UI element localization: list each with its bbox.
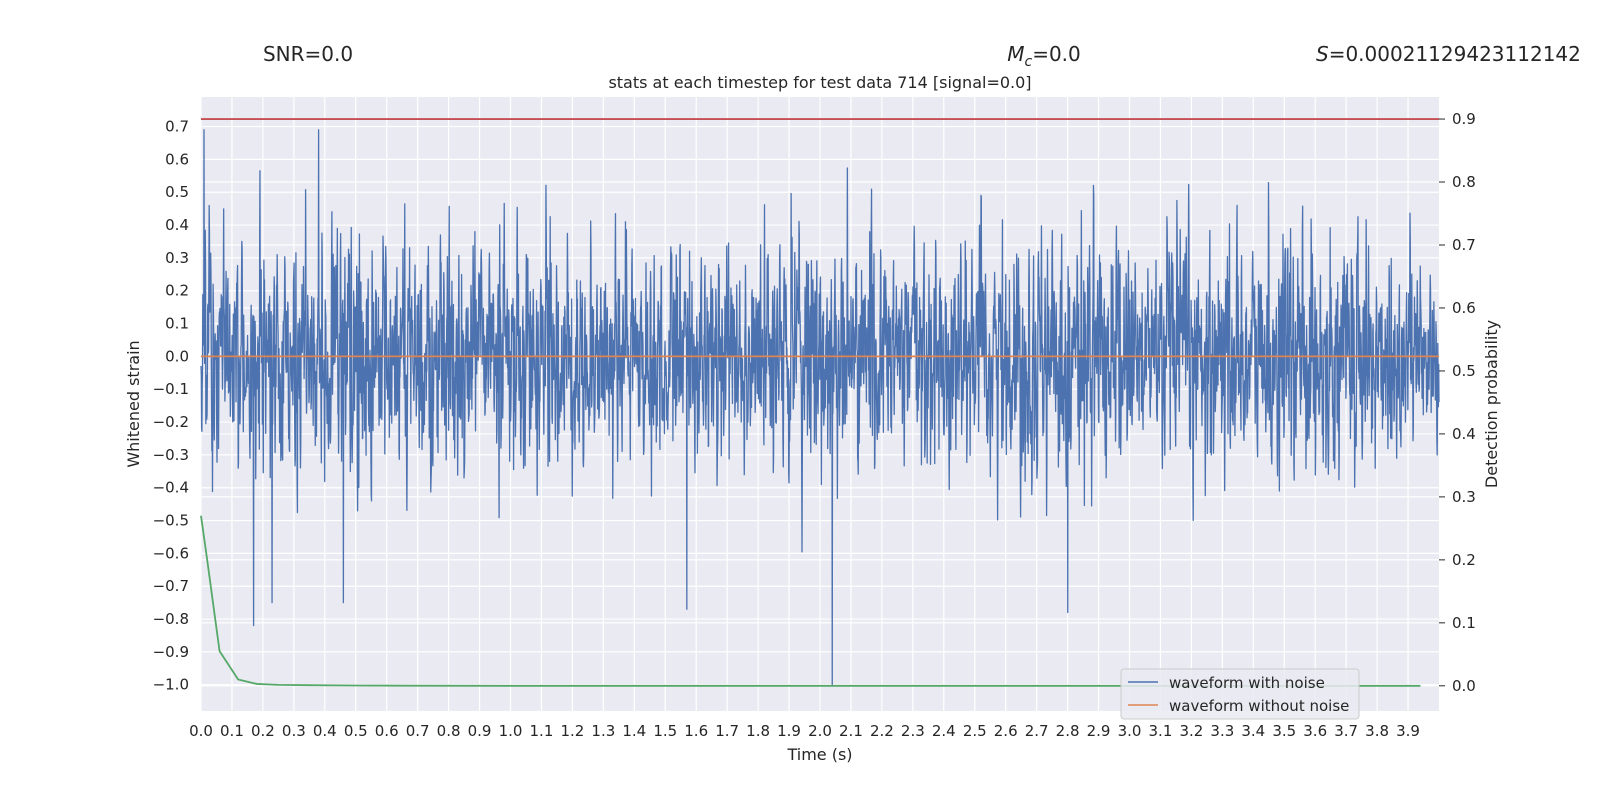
- header-s-symbol: S: [1316, 42, 1329, 66]
- yl-tick-11: −0.4: [153, 479, 189, 497]
- x-axis-label: Time (s): [786, 745, 852, 764]
- x-tick-39: 3.9: [1396, 722, 1420, 740]
- x-tick-21: 2.1: [839, 722, 863, 740]
- yl-tick-17: −1.0: [153, 676, 189, 694]
- yr-tick-4: 0.5: [1452, 362, 1476, 380]
- yl-tick-2: 0.5: [165, 183, 189, 201]
- x-tick-23: 2.3: [901, 722, 925, 740]
- yl-tick-3: 0.4: [165, 216, 189, 234]
- x-tick-5: 0.5: [344, 722, 368, 740]
- yr-tick-9: 0.0: [1452, 677, 1476, 695]
- probability-line: [200, 515, 1421, 687]
- yr-tick-2: 0.7: [1452, 236, 1476, 254]
- x-tick-35: 3.5: [1272, 722, 1296, 740]
- chart-title: stats at each timestep for test data 714…: [608, 73, 1031, 92]
- yr-tick-5: 0.4: [1452, 425, 1476, 443]
- x-tick-10: 1.0: [499, 722, 523, 740]
- header-mc-symbol: M: [1007, 42, 1024, 66]
- x-tick-26: 2.6: [994, 722, 1018, 740]
- legend: waveform with noise waveform without noi…: [1120, 668, 1360, 720]
- x-tick-20: 2.0: [808, 722, 832, 740]
- yr-tick-7: 0.2: [1452, 551, 1476, 569]
- yr-tick-0: 0.9: [1452, 110, 1476, 128]
- x-tick-11: 1.1: [530, 722, 554, 740]
- x-axis-ticks: 0.0 0.1 0.2 0.3 0.4 0.5 0.6 0.7 0.8 0.9 1.0 1.1 1.2 1…: [189, 722, 1420, 740]
- x-tick-37: 3.7: [1334, 722, 1358, 740]
- yl-tick-8: −0.1: [153, 380, 189, 398]
- y-left-axis-ticks: 0.7 0.6 0.5 0.4 0.3 0.2 0.1 0.0 −0.1 −0.2 −0.3 −0.4…: [153, 118, 189, 694]
- y-left-axis-label: Whitened strain: [124, 340, 143, 467]
- x-tick-30: 3.0: [1118, 722, 1142, 740]
- x-tick-18: 1.8: [746, 722, 770, 740]
- yr-tick-3: 0.6: [1452, 299, 1476, 317]
- x-tick-12: 1.2: [560, 722, 584, 740]
- x-tick-6: 0.6: [375, 722, 399, 740]
- x-tick-24: 2.4: [932, 722, 956, 740]
- x-tick-31: 3.1: [1149, 722, 1173, 740]
- x-tick-15: 1.5: [653, 722, 677, 740]
- x-tick-8: 0.8: [437, 722, 461, 740]
- yl-tick-15: −0.8: [153, 610, 189, 628]
- x-tick-7: 0.7: [406, 722, 430, 740]
- header-snr: SNR=0.0: [263, 42, 353, 66]
- x-tick-36: 3.6: [1303, 722, 1327, 740]
- yl-tick-0: 0.7: [165, 118, 189, 136]
- x-tick-0: 0.0: [189, 722, 213, 740]
- x-tick-4: 0.4: [313, 722, 337, 740]
- x-tick-17: 1.7: [715, 722, 739, 740]
- legend-box: [1120, 668, 1360, 720]
- series-detection-probability: [200, 515, 1421, 687]
- x-tick-34: 3.4: [1241, 722, 1265, 740]
- yl-tick-10: −0.3: [153, 446, 189, 464]
- x-tick-3: 0.3: [282, 722, 306, 740]
- x-tick-25: 2.5: [963, 722, 987, 740]
- yl-tick-14: −0.7: [153, 577, 189, 595]
- header-mc: Mc=0.0: [1007, 42, 1081, 70]
- yl-tick-1: 0.6: [165, 150, 189, 168]
- x-tick-38: 3.8: [1365, 722, 1389, 740]
- yl-tick-6: 0.1: [165, 315, 189, 333]
- header-s-value: =0.00021129423112142: [1329, 42, 1581, 66]
- noise-line: [200, 129, 1440, 686]
- header-s: S=0.00021129423112142: [1316, 42, 1581, 66]
- x-tick-27: 2.7: [1025, 722, 1049, 740]
- x-tick-9: 0.9: [468, 722, 492, 740]
- x-tick-22: 2.2: [870, 722, 894, 740]
- yl-tick-7: 0.0: [165, 347, 189, 365]
- legend-label-clean: waveform without noise: [1169, 697, 1349, 715]
- yl-tick-16: −0.9: [153, 643, 189, 661]
- y-right-axis-ticks: 0.9 0.8 0.7 0.6 0.5 0.4 0.3 0.2 0.1 0.0: [1439, 110, 1476, 695]
- x-tick-32: 3.2: [1179, 722, 1203, 740]
- legend-label-noise: waveform with noise: [1169, 674, 1325, 692]
- x-tick-19: 1.9: [777, 722, 801, 740]
- yl-tick-9: −0.2: [153, 413, 189, 431]
- yl-tick-13: −0.6: [153, 544, 189, 562]
- yl-tick-5: 0.2: [165, 282, 189, 300]
- yr-tick-8: 0.1: [1452, 614, 1476, 632]
- x-tick-1: 0.1: [220, 722, 244, 740]
- grid-lines: [200, 97, 1439, 711]
- header-mc-value: =0.0: [1032, 42, 1081, 66]
- yl-tick-4: 0.3: [165, 249, 189, 267]
- x-tick-13: 1.3: [591, 722, 615, 740]
- x-tick-2: 0.2: [251, 722, 275, 740]
- yr-tick-1: 0.8: [1452, 173, 1476, 191]
- yr-tick-6: 0.3: [1452, 488, 1476, 506]
- x-tick-28: 2.8: [1056, 722, 1080, 740]
- x-tick-29: 2.9: [1087, 722, 1111, 740]
- x-tick-14: 1.4: [622, 722, 646, 740]
- x-tick-16: 1.6: [684, 722, 708, 740]
- x-tick-33: 3.3: [1210, 722, 1234, 740]
- header-mc-sub: c: [1024, 54, 1032, 70]
- yl-tick-12: −0.5: [153, 512, 189, 530]
- series-waveform-with-noise: [200, 129, 1440, 686]
- y-right-axis-label: Detection probability: [1482, 320, 1501, 488]
